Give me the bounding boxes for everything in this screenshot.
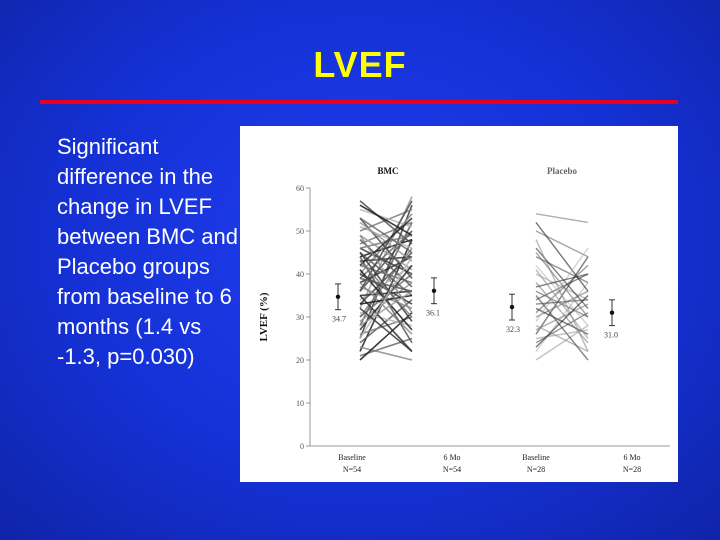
- y-tick-label: 0: [300, 442, 304, 451]
- patient-line-placebo: [535, 213, 589, 224]
- patient-line-bmc: [359, 260, 413, 318]
- patient-line-bmc: [359, 307, 413, 353]
- y-tick-label: 20: [296, 356, 304, 365]
- patient-line-bmc: [359, 234, 413, 314]
- mean-point-followup: [609, 310, 615, 315]
- patient-line-bmc: [359, 217, 413, 254]
- patient-line-placebo: [535, 273, 589, 301]
- y-tick-label: 30: [296, 313, 304, 322]
- y-tick-label: 10: [296, 399, 304, 408]
- patient-line-bmc: [359, 290, 413, 297]
- patient-line-placebo: [535, 324, 589, 353]
- panel-title-placebo: Placebo: [547, 166, 577, 176]
- patient-line-bmc: [359, 277, 413, 292]
- patient-line-placebo: [535, 230, 589, 258]
- x-tick-label-baseline: Baseline: [522, 453, 550, 462]
- y-tick-label: 40: [296, 270, 304, 279]
- patient-line-bmc: [359, 204, 413, 236]
- y-axis-label: LVEF (%): [258, 292, 270, 341]
- lvef-chart-panel: LVEF (%) 0 10 20 30 40 50 60 BMC 34.7 36.1 Baseli…: [240, 126, 678, 482]
- patient-line-placebo: [535, 303, 589, 331]
- panel-title-bmc: BMC: [378, 166, 399, 176]
- x-tick-n-followup: N=54: [443, 465, 461, 474]
- patient-line-placebo: [535, 221, 589, 292]
- patient-line-bmc: [359, 234, 413, 271]
- x-tick-n-followup: N=28: [623, 465, 641, 474]
- patient-line-placebo: [535, 329, 589, 340]
- slide-title: LVEF: [313, 44, 407, 85]
- patient-line-bmc: [359, 200, 413, 292]
- x-tick-n-baseline: N=28: [527, 465, 545, 474]
- lvef-chart: LVEF (%) 0 10 20 30 40 50 60 BMC 34.7 36.1 Baseli…: [258, 166, 670, 474]
- patient-line-bmc: [359, 346, 413, 361]
- mean-label-followup: 31.0: [604, 331, 618, 340]
- x-tick-n-baseline: N=54: [343, 465, 361, 474]
- x-tick-label-baseline: Baseline: [338, 453, 366, 462]
- title-divider: [40, 100, 678, 104]
- patient-line-bmc: [359, 252, 413, 322]
- mean-label-baseline: 34.7: [332, 315, 346, 324]
- mean-point-baseline: [509, 304, 515, 310]
- patient-line-placebo: [535, 252, 589, 318]
- patient-line-bmc: [359, 225, 413, 249]
- patient-line-placebo: [535, 295, 589, 348]
- y-tick-label: 60: [296, 184, 304, 193]
- patient-line-bmc: [359, 312, 413, 361]
- mean-label-followup: 36.1: [426, 309, 440, 318]
- patient-line-placebo: [535, 269, 589, 339]
- patient-line-placebo: [535, 273, 589, 288]
- patient-line-placebo: [535, 264, 589, 314]
- x-tick-label-followup: 6 Mo: [443, 453, 460, 462]
- patient-line-bmc: [359, 208, 413, 228]
- patient-line-placebo: [535, 299, 589, 305]
- patient-line-placebo: [535, 239, 589, 352]
- patient-line-bmc: [359, 273, 413, 318]
- patient-line-placebo: [535, 256, 589, 284]
- patient-line-bmc: [359, 290, 413, 327]
- bullet-text: Significant difference in the change in …: [57, 134, 238, 369]
- patient-line-bmc: [359, 217, 413, 266]
- patient-line-placebo: [535, 295, 589, 361]
- mean-point-followup: [431, 288, 437, 293]
- patient-line-bmc: [359, 256, 413, 339]
- mean-label-baseline: 32.3: [506, 325, 520, 334]
- x-tick-label-followup: 6 Mo: [623, 453, 640, 462]
- y-tick-label: 50: [296, 227, 304, 236]
- mean-point-baseline: [335, 294, 341, 299]
- patient-line-bmc: [359, 294, 413, 352]
